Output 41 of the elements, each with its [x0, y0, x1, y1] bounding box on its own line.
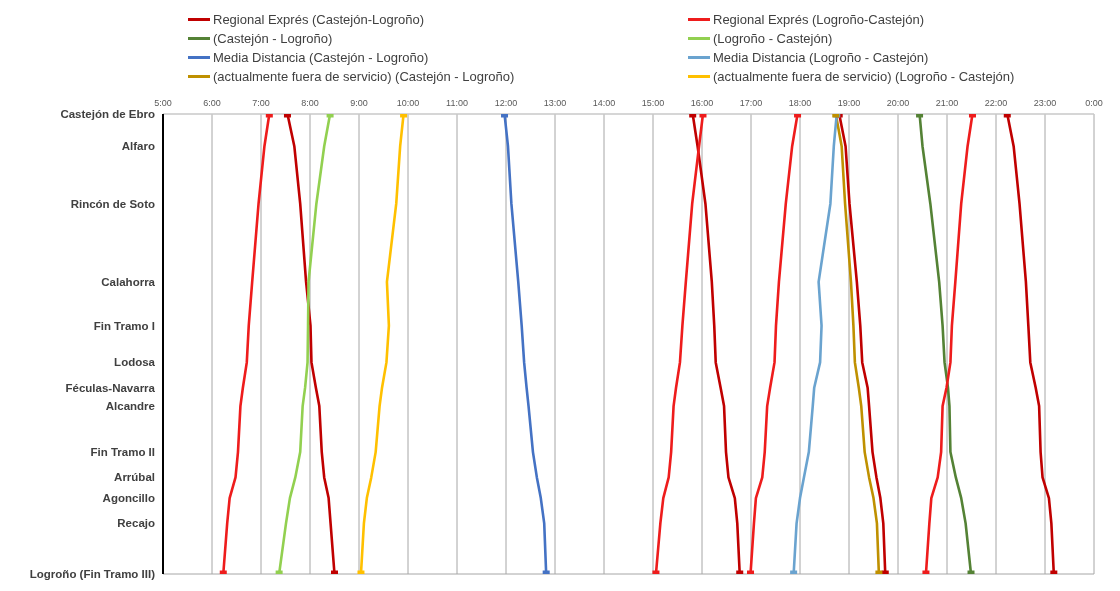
- x-tick-label: 13:00: [543, 98, 567, 108]
- text: Logroño (Fin Tramo III): [29, 567, 155, 582]
- text: Féculas-Navarra: [65, 380, 155, 396]
- legend-label: (Logroño - Castejón): [713, 31, 833, 46]
- legend-label: Regional Exprés (Castejón-Logroño): [213, 12, 425, 27]
- x-tick-label: 14:00: [592, 98, 616, 108]
- x-tick-label: 8:00: [301, 98, 319, 108]
- legend-label: (actualmente fuera de servicio) (Logroño - Castejón): [713, 69, 1015, 84]
- legend-label: (actualmente fuera de servicio) (Castejón - Logroño): [213, 69, 515, 84]
- text: Recajo: [117, 516, 155, 532]
- text: Arrúbal: [114, 470, 155, 486]
- x-tick-label: 20:00: [886, 98, 910, 108]
- legend-label: Media Distancia (Castejón - Logroño): [213, 50, 429, 65]
- text: Rincón de Soto: [70, 196, 155, 212]
- x-tick-label: 16:00: [690, 98, 714, 108]
- x-tick-label: 5:00: [154, 98, 172, 108]
- legend-label: Media Distancia (Logroño - Castejón): [713, 50, 929, 65]
- x-tick-label: 10:00: [396, 98, 420, 108]
- x-tick-label: 15:00: [641, 98, 665, 108]
- text: Fin Tramo I: [93, 318, 155, 334]
- legend-label: (Castejón - Logroño): [213, 31, 333, 46]
- text: Lodosa: [114, 355, 155, 371]
- x-tick-label: 7:00: [252, 98, 270, 108]
- x-tick-label: 6:00: [203, 98, 221, 108]
- x-tick-label: 21:00: [935, 98, 959, 108]
- x-tick-label: 11:00: [446, 98, 468, 108]
- legend-label: Regional Exprés (Logroño-Castejón): [713, 12, 925, 27]
- x-tick-label: 12:00: [494, 98, 518, 108]
- x-tick-label: 18:00: [788, 98, 812, 108]
- text: Castejón de Ebro: [60, 107, 155, 122]
- x-tick-label: 19:00: [837, 98, 861, 108]
- x-tick-label: 22:00: [984, 98, 1008, 108]
- text: Calahorra: [101, 274, 155, 290]
- x-tick-label: 23:00: [1033, 98, 1057, 108]
- x-tick-label: 0:00: [1085, 98, 1103, 108]
- text: Alfaro: [121, 139, 155, 155]
- text: Alcandre: [105, 399, 155, 415]
- text: Fin Tramo II: [90, 445, 155, 461]
- x-tick-label: 17:00: [739, 98, 763, 108]
- text: Agoncillo: [102, 491, 155, 507]
- x-tick-label: 9:00: [350, 98, 368, 108]
